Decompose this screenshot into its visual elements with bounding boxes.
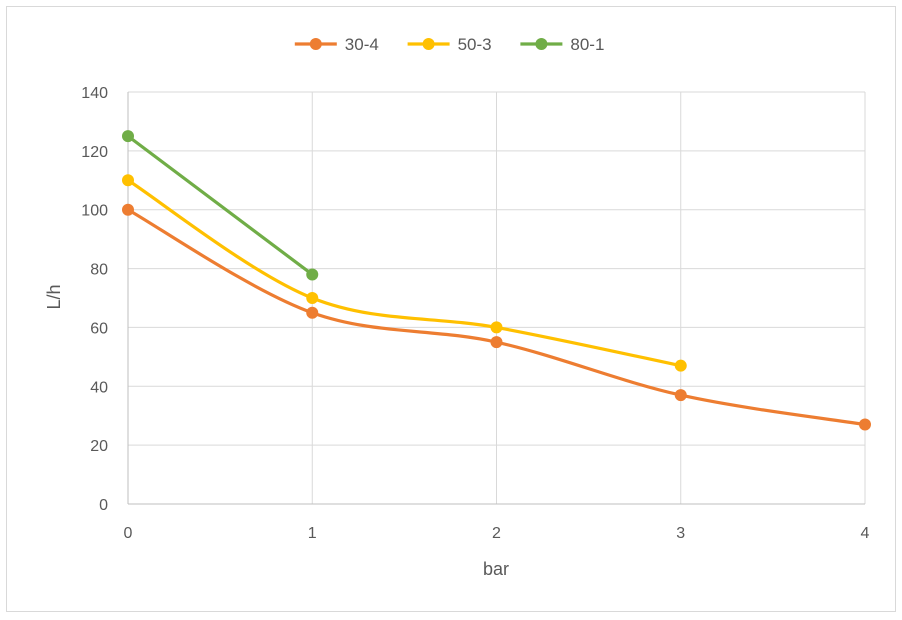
data-point-30-4 — [859, 418, 871, 431]
gridlines — [128, 91, 866, 504]
y-axis-title: L/h — [44, 284, 64, 309]
y-tick-label: 100 — [81, 203, 108, 220]
y-tick-label: 0 — [99, 497, 108, 514]
y-tick-label: 120 — [81, 144, 108, 161]
legend-item-30-4: 30-4 — [294, 35, 379, 54]
data-point-50-3 — [490, 321, 503, 334]
legend-item-80-1: 80-1 — [520, 35, 604, 54]
data-point-30-4 — [122, 203, 134, 216]
x-axis-title: bar — [483, 559, 509, 579]
y-tick-label: 80 — [90, 262, 108, 279]
x-tick-label: 1 — [308, 525, 317, 542]
legend-item-50-3: 50-3 — [407, 35, 492, 54]
data-point-50-3 — [122, 174, 134, 187]
legend-label: 30-4 — [345, 35, 379, 54]
legend-swatch-marker — [422, 38, 435, 50]
axes — [127, 92, 865, 505]
data-point-30-4 — [674, 389, 687, 402]
x-tick-label: 3 — [676, 525, 685, 542]
y-tick-label: 60 — [90, 320, 108, 337]
y-tick-label: 20 — [90, 438, 108, 455]
legend-label: 50-3 — [458, 35, 492, 54]
data-point-80-1 — [122, 130, 134, 143]
x-tick-label: 0 — [124, 525, 133, 542]
data-point-30-4 — [490, 336, 503, 349]
data-point-30-4 — [306, 306, 319, 319]
data-point-50-3 — [674, 359, 687, 372]
series-line-80-1 — [126, 134, 314, 277]
x-tick-label: 4 — [861, 525, 870, 542]
y-tick-label: 140 — [81, 85, 108, 102]
data-point-80-1 — [306, 268, 319, 281]
legend-label: 80-1 — [570, 35, 604, 54]
x-tick-label: 2 — [492, 525, 501, 542]
y-tick-label: 40 — [90, 379, 108, 396]
legend-swatch-marker — [535, 38, 548, 50]
legend-swatch-marker — [309, 38, 322, 50]
chart-frame — [6, 6, 896, 612]
data-points — [122, 130, 871, 431]
data-point-50-3 — [306, 292, 319, 304]
series-line-50-3 — [126, 178, 683, 368]
legend: 30-4 50-3 80-1 — [294, 35, 604, 54]
tick-labels: 0 20 40 60 80 100 120 140 0 1 2 3 4 — [81, 85, 869, 542]
